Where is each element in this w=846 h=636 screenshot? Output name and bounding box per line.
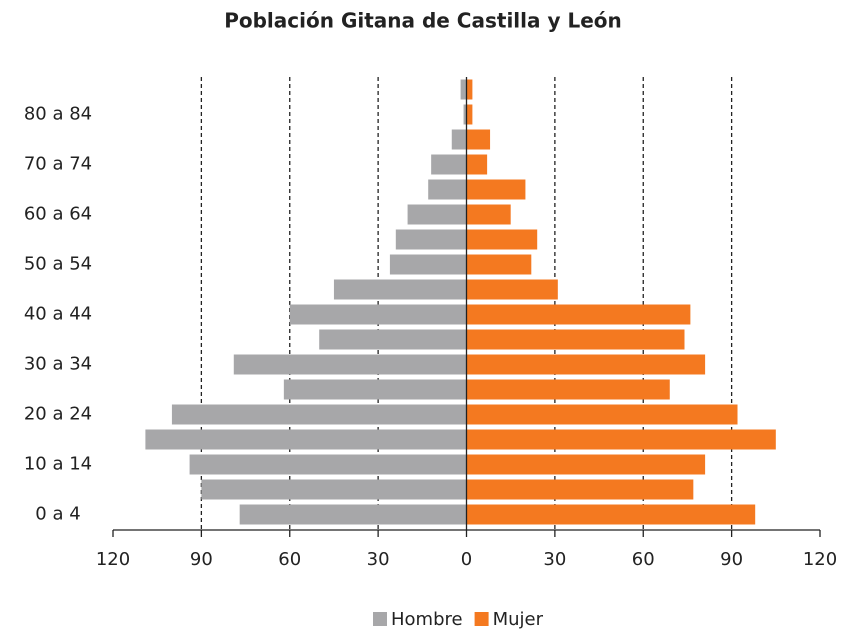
y-tick-label: 30 a 34 [24,354,92,375]
x-tick-label: 120 [803,549,837,570]
y-tick-label: 80 a 84 [24,104,92,125]
bar [395,229,467,250]
bar [407,204,467,225]
bar [466,379,670,400]
x-tick-label: 30 [543,549,566,570]
bar [333,279,467,300]
legend-label: Mujer [493,609,544,630]
x-tick-label: 120 [96,549,130,570]
bar [466,154,488,175]
x-tick-label: 90 [720,549,743,570]
bar [466,354,706,375]
legend-swatch [373,612,387,626]
bar [289,304,467,325]
bar [451,129,467,150]
bar [466,179,526,200]
x-tick-label: 90 [190,549,213,570]
bar [466,304,691,325]
bar [145,429,467,450]
bar [463,104,467,125]
bar [466,329,685,350]
y-tick-label: 40 a 44 [24,304,92,325]
bar [431,154,467,175]
bar [283,379,467,400]
bar [319,329,467,350]
bar [466,504,756,525]
legend-label: Hombre [391,609,463,630]
x-tick-label: 30 [367,549,390,570]
bar [466,279,558,300]
y-tick-label: 0 a 4 [35,504,80,525]
y-tick-label: 20 a 24 [24,404,92,425]
y-tick-label: 50 a 54 [24,254,92,275]
x-tick-label: 0 [461,549,472,570]
bar [233,354,467,375]
chart-title: Población Gitana de Castilla y León [224,9,622,33]
x-tick-label: 60 [278,549,301,570]
y-tick-label: 10 a 14 [24,454,92,475]
bar [466,454,706,475]
bar [466,404,738,425]
bar [466,129,491,150]
bar [171,404,467,425]
bar [466,204,511,225]
bar [466,79,473,100]
x-tick-label: 60 [632,549,655,570]
legend-swatch [474,612,489,626]
bar [466,254,532,275]
bar [389,254,467,275]
y-tick-label: 60 a 64 [24,204,92,225]
bar [239,504,467,525]
bar [466,429,776,450]
bar [428,179,467,200]
bar [466,229,538,250]
bar [201,479,467,500]
bar [189,454,467,475]
y-tick-label: 70 a 74 [24,154,92,175]
bar [466,104,473,125]
bar [460,79,467,100]
bar [466,479,694,500]
